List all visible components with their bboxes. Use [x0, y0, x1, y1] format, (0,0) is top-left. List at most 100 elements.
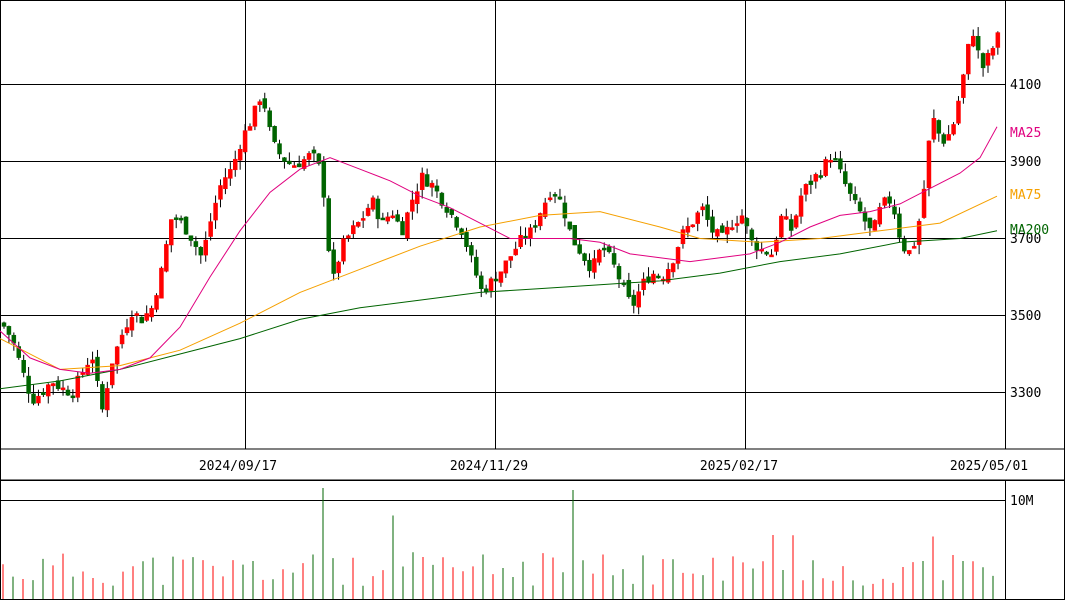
candle-body	[818, 175, 823, 178]
candle-body	[75, 375, 81, 398]
candle-body	[287, 160, 292, 165]
candle-body	[380, 217, 386, 221]
candle-body	[41, 392, 46, 395]
candle-body	[493, 278, 499, 282]
candle-body	[188, 235, 194, 241]
candle-body	[547, 197, 553, 201]
candle-body	[838, 158, 843, 170]
candle-body	[203, 239, 208, 256]
candle-body	[90, 359, 95, 364]
candle-body	[601, 247, 607, 251]
candle-body	[424, 174, 430, 187]
candle-body	[237, 148, 243, 161]
candle-body	[902, 239, 907, 252]
candle-body	[173, 217, 179, 220]
candle-body	[31, 393, 36, 404]
candle-body	[523, 235, 528, 239]
candle-body	[852, 194, 858, 201]
candle-body	[129, 317, 135, 331]
candle-body	[232, 158, 238, 171]
ma75-label: MA75	[1010, 188, 1041, 203]
candle-body	[951, 124, 956, 135]
candle-body	[21, 359, 26, 373]
x-tick-2024-09-17: 2024/09/17	[199, 459, 277, 474]
candlesticks	[1, 27, 1001, 418]
candle-body	[365, 207, 371, 216]
candle-body	[375, 198, 381, 220]
candle-body	[557, 196, 563, 200]
ma200-line	[0, 230, 998, 390]
candle-body	[119, 334, 125, 345]
candle-body	[808, 180, 814, 185]
candle-body	[724, 226, 730, 235]
candle-body	[282, 157, 287, 162]
candle-body	[213, 202, 218, 221]
y-tick-3300: 3300	[1010, 386, 1041, 401]
volume-panel-frame	[0, 480, 1065, 600]
candle-body	[828, 159, 833, 163]
candle-body	[419, 172, 425, 190]
candle-body	[729, 227, 735, 230]
candle-body	[813, 174, 819, 182]
candle-body	[784, 216, 789, 220]
candle-body	[228, 169, 233, 179]
candle-body	[400, 221, 405, 236]
candle-body	[946, 134, 951, 141]
candle-body	[749, 229, 755, 241]
candle-body	[1, 322, 7, 327]
candle-body	[262, 98, 268, 109]
candle-body	[700, 206, 705, 211]
y-tick-3900: 3900	[1010, 155, 1041, 170]
candle-body	[114, 346, 120, 365]
candle-body	[990, 48, 996, 56]
y-tick-3700: 3700	[1010, 232, 1041, 247]
candle-body	[60, 387, 66, 391]
candle-body	[415, 191, 420, 205]
candle-body	[892, 206, 897, 215]
candle-body	[454, 217, 459, 228]
candle-body	[503, 260, 509, 274]
candle-body	[498, 271, 504, 283]
candle-body	[134, 313, 140, 316]
candle-body	[670, 263, 676, 273]
candle-body	[567, 221, 573, 230]
candle-body	[277, 143, 282, 155]
candle-body	[223, 177, 228, 190]
ma25-label: MA25	[1010, 126, 1041, 141]
candle-body	[296, 163, 302, 168]
candle-body	[847, 183, 853, 194]
candle-body	[36, 395, 41, 404]
candle-body	[833, 158, 838, 161]
candle-body	[100, 384, 105, 410]
candle-body	[321, 161, 327, 198]
candle-body	[744, 218, 750, 227]
candle-body	[459, 228, 464, 235]
candle-body	[843, 171, 848, 185]
candle-body	[764, 251, 769, 255]
candle-body	[975, 35, 981, 51]
candle-body	[542, 202, 548, 217]
candle-body	[395, 214, 400, 222]
candle-body	[956, 100, 961, 124]
candle-body	[46, 384, 51, 397]
candle-body	[439, 192, 445, 206]
candle-body	[183, 216, 189, 235]
candle-body	[690, 224, 696, 228]
moving-averages	[0, 126, 998, 390]
candle-body	[552, 194, 558, 197]
candle-body	[577, 244, 582, 254]
candle-body	[193, 241, 199, 247]
candle-body	[970, 35, 976, 47]
candle-body	[685, 226, 691, 233]
x-tick-2024-11-29: 2024/11/29	[450, 459, 528, 474]
candle-body	[921, 188, 927, 218]
candle-body	[513, 248, 518, 256]
candle-body	[355, 222, 361, 227]
candle-body	[538, 213, 543, 227]
candle-body	[793, 215, 799, 228]
candle-body	[474, 256, 479, 276]
candle-body	[257, 101, 263, 106]
date-axis-band	[0, 448, 1065, 481]
candle-body	[626, 279, 632, 297]
price-grid	[0, 0, 1005, 449]
